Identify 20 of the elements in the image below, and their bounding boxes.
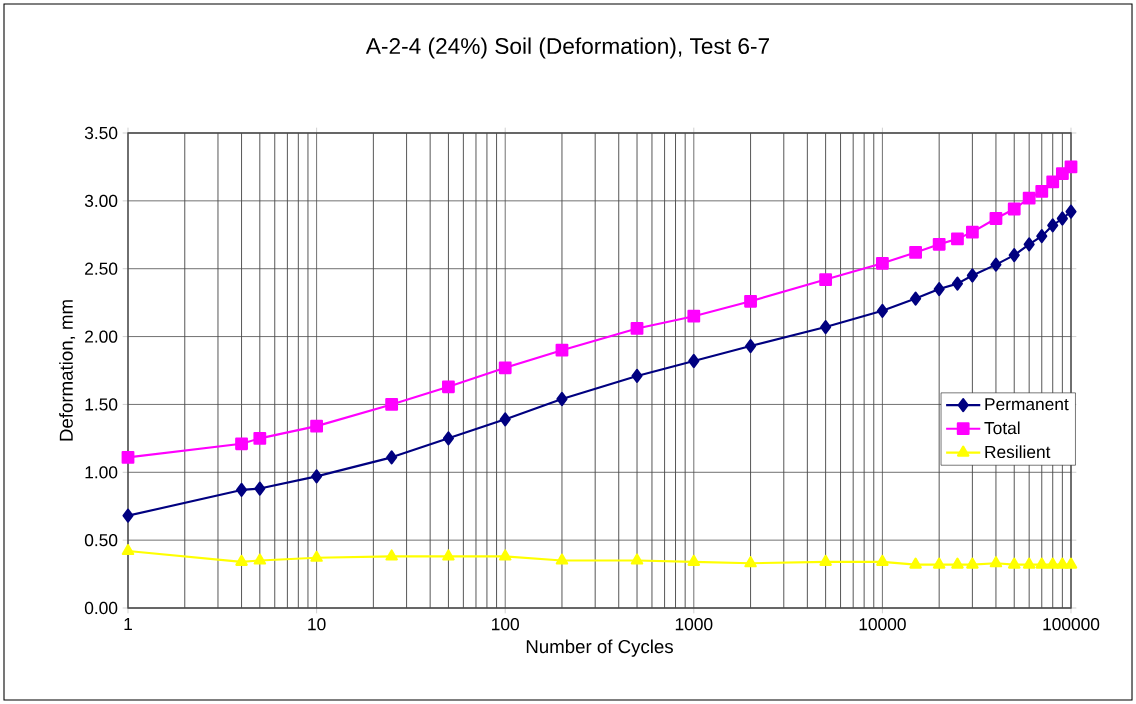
x-tick-label: 100 bbox=[492, 618, 519, 631]
x-tick-label: 1000 bbox=[675, 618, 713, 631]
x-axis-title: Number of Cycles bbox=[526, 639, 673, 657]
y-tick-label: 0.50 bbox=[84, 534, 118, 547]
x-tick-label: 10000 bbox=[859, 618, 906, 631]
y-tick-label: 3.00 bbox=[84, 194, 118, 207]
x-tick-label: 100000 bbox=[1043, 618, 1100, 631]
y-axis-title: Deformation, mm bbox=[59, 300, 76, 441]
chart-title: A-2-4 (24%) Soil (Deformation), Test 6-7 bbox=[365, 37, 769, 59]
legend-label: Total bbox=[984, 421, 1020, 435]
y-tick-label: 1.00 bbox=[85, 466, 118, 479]
legend-label: Permanent bbox=[985, 398, 1069, 411]
y-tick-label: 0.00 bbox=[84, 601, 118, 615]
legend-label: Resilient bbox=[985, 445, 1051, 459]
y-tick-label: 2.50 bbox=[85, 262, 118, 275]
y-tick-label: 3.50 bbox=[84, 126, 118, 140]
y-tick-label: 2.00 bbox=[85, 330, 118, 343]
x-tick-label: 10 bbox=[308, 618, 326, 631]
x-tick-label: 1 bbox=[124, 618, 132, 630]
y-tick-label: 1.50 bbox=[85, 398, 118, 411]
